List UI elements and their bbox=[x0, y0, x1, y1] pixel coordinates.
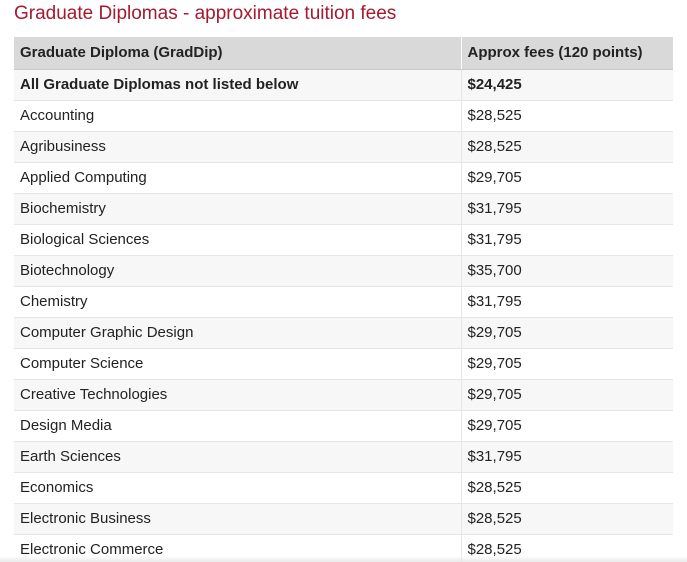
fee-cell: $29,705 bbox=[461, 317, 673, 349]
table-row: Earth Sciences $31,795 bbox=[14, 441, 673, 473]
fee-cell: $31,795 bbox=[461, 441, 673, 473]
table-header-row: Graduate Diploma (GradDip) Approx fees (… bbox=[14, 37, 673, 70]
table-row: Accounting $28,525 bbox=[14, 100, 673, 132]
fee-cell: $28,525 bbox=[461, 100, 673, 132]
diploma-name-cell: Accounting bbox=[14, 100, 462, 132]
table-row: Chemistry $31,795 bbox=[14, 286, 673, 318]
fee-cell: $28,525 bbox=[461, 472, 673, 504]
fee-cell: $28,525 bbox=[461, 131, 673, 163]
diploma-name-cell: Earth Sciences bbox=[14, 441, 462, 473]
column-header-fees: Approx fees (120 points) bbox=[461, 37, 673, 70]
table-row: Agribusiness $28,525 bbox=[14, 131, 673, 163]
table-body: All Graduate Diplomas not listed below $2… bbox=[14, 69, 673, 562]
diploma-name-cell: Computer Science bbox=[14, 348, 462, 380]
diploma-name-cell: Creative Technologies bbox=[14, 379, 462, 411]
table-row: Electronic Business $28,525 bbox=[14, 503, 673, 535]
diploma-name-cell: Economics bbox=[14, 472, 462, 504]
fee-cell: $28,525 bbox=[461, 503, 673, 535]
diploma-name-cell: Biological Sciences bbox=[14, 224, 462, 256]
fee-cell: $29,705 bbox=[461, 379, 673, 411]
table-row: Biological Sciences $31,795 bbox=[14, 224, 673, 256]
table-row: All Graduate Diplomas not listed below $2… bbox=[14, 69, 673, 101]
diploma-name-cell: Chemistry bbox=[14, 286, 462, 318]
fee-cell: $24,425 bbox=[461, 69, 673, 101]
table-row: Creative Technologies $29,705 bbox=[14, 379, 673, 411]
fee-cell: $29,705 bbox=[461, 348, 673, 380]
diploma-name-cell: Biotechnology bbox=[14, 255, 462, 287]
table-row: Applied Computing $29,705 bbox=[14, 162, 673, 194]
fee-cell: $29,705 bbox=[461, 410, 673, 442]
diploma-name-cell: Agribusiness bbox=[14, 131, 462, 163]
diploma-name-cell: Electronic Business bbox=[14, 503, 462, 535]
diploma-name-cell: Computer Graphic Design bbox=[14, 317, 462, 349]
scroll-fade bbox=[0, 556, 687, 562]
fees-table: Graduate Diploma (GradDip) Approx fees (… bbox=[14, 37, 673, 562]
table-row: Economics $28,525 bbox=[14, 472, 673, 504]
column-header-diploma: Graduate Diploma (GradDip) bbox=[14, 37, 462, 70]
diploma-name-cell: All Graduate Diplomas not listed below bbox=[14, 69, 462, 101]
fee-cell: $35,700 bbox=[461, 255, 673, 287]
table-row: Biochemistry $31,795 bbox=[14, 193, 673, 225]
table-row: Computer Graphic Design $29,705 bbox=[14, 317, 673, 349]
table-row: Design Media $29,705 bbox=[14, 410, 673, 442]
diploma-name-cell: Applied Computing bbox=[14, 162, 462, 194]
diploma-name-cell: Biochemistry bbox=[14, 193, 462, 225]
page-title: Graduate Diplomas - approximate tuition … bbox=[14, 3, 397, 24]
fee-cell: $31,795 bbox=[461, 224, 673, 256]
fee-cell: $31,795 bbox=[461, 193, 673, 225]
fee-cell: $29,705 bbox=[461, 162, 673, 194]
fee-cell: $31,795 bbox=[461, 286, 673, 318]
table-row: Biotechnology $35,700 bbox=[14, 255, 673, 287]
diploma-name-cell: Design Media bbox=[14, 410, 462, 442]
table-row: Computer Science $29,705 bbox=[14, 348, 673, 380]
